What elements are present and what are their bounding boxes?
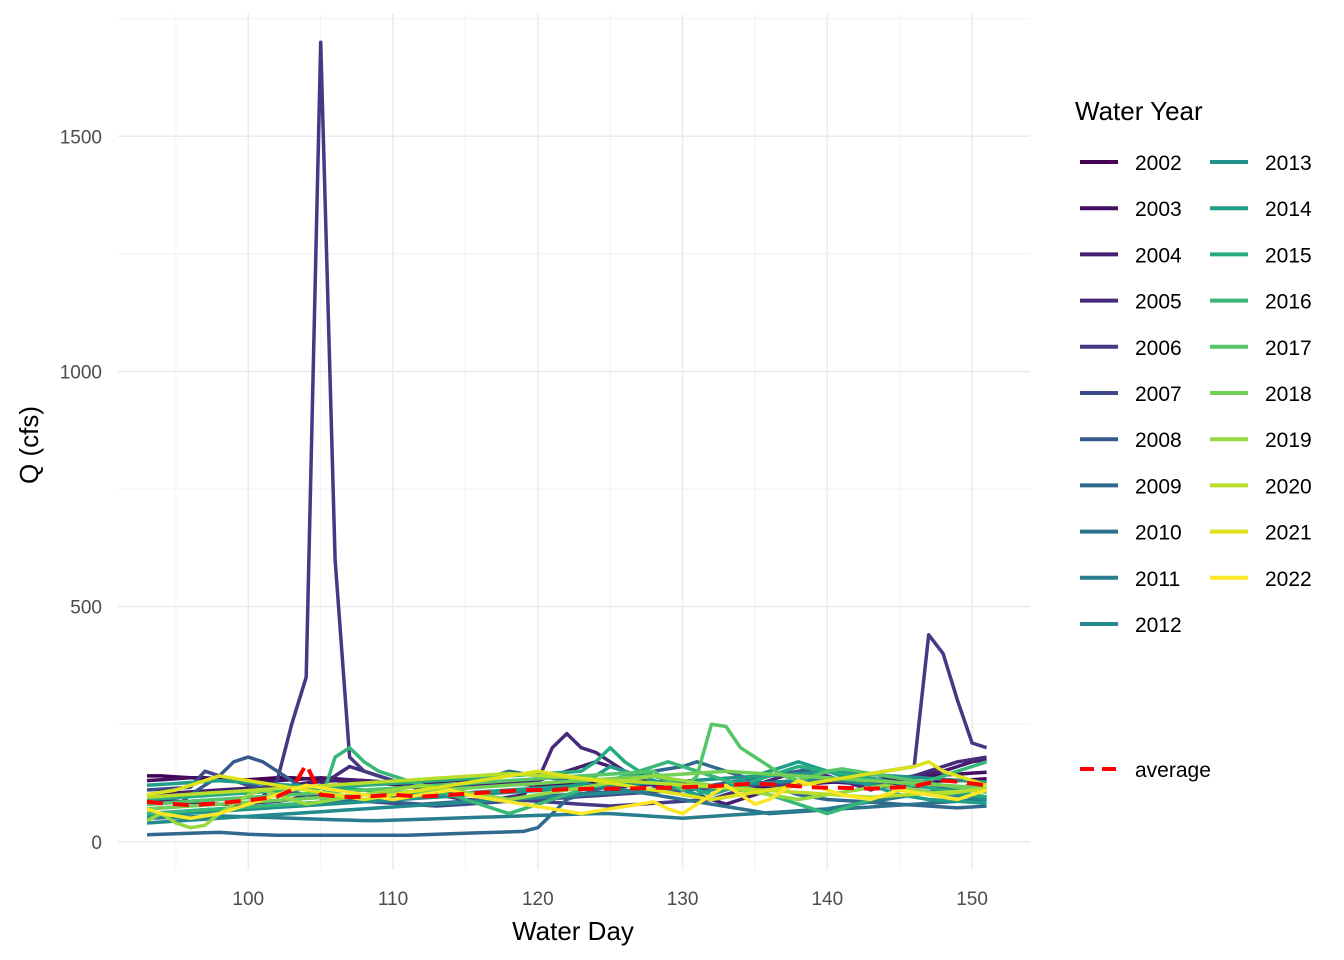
y-tick-label: 500 bbox=[70, 598, 102, 619]
series-line-2016 bbox=[146, 745, 988, 816]
x-tick-label: 130 bbox=[667, 889, 699, 910]
legend: Water Year 2002 2003 2004 2005 2006 2007 2008 2… bbox=[1075, 96, 1312, 782]
x-axis-title: Water Day bbox=[512, 916, 634, 946]
series-line-2009 bbox=[146, 760, 987, 837]
legend-label-2019: 2019 bbox=[1265, 429, 1312, 452]
legend-title: Water Year bbox=[1075, 96, 1203, 126]
legend-label-2004: 2004 bbox=[1135, 244, 1182, 267]
legend-label-2005: 2005 bbox=[1135, 291, 1182, 314]
y-tick-label: 1000 bbox=[60, 362, 102, 383]
legend-label-2018: 2018 bbox=[1265, 383, 1312, 406]
y-tick-label: 0 bbox=[91, 833, 102, 854]
legend-label-2011: 2011 bbox=[1135, 568, 1180, 591]
legend-label-2009: 2009 bbox=[1135, 475, 1182, 498]
legend-label-2016: 2016 bbox=[1265, 291, 1312, 314]
legend-label-2012: 2012 bbox=[1135, 614, 1182, 637]
legend-label-2014: 2014 bbox=[1265, 198, 1312, 221]
x-tick-label: 100 bbox=[232, 889, 264, 910]
y-axis-title: Q (cfs) bbox=[14, 406, 44, 484]
x-tick-label: 110 bbox=[378, 889, 408, 910]
series-line-2021 bbox=[146, 760, 988, 802]
average-line bbox=[146, 759, 987, 808]
legend-label-2021: 2021 bbox=[1265, 522, 1312, 545]
legend-label-2007: 2007 bbox=[1135, 383, 1182, 406]
legend-label-2002: 2002 bbox=[1135, 152, 1182, 175]
legend-label-2008: 2008 bbox=[1135, 429, 1182, 452]
y-axis-ticks: 0 500 1000 1500 bbox=[60, 127, 102, 853]
x-tick-label: 120 bbox=[522, 889, 554, 910]
legend-label-2003: 2003 bbox=[1135, 198, 1182, 221]
legend-label-2022: 2022 bbox=[1265, 568, 1312, 591]
legend-label-2006: 2006 bbox=[1135, 337, 1182, 360]
x-tick-label: 150 bbox=[956, 889, 988, 910]
legend-label-2020: 2020 bbox=[1265, 475, 1312, 498]
y-tick-label: 1500 bbox=[60, 127, 102, 148]
series-lines bbox=[146, 40, 988, 837]
legend-label-average: average bbox=[1135, 759, 1211, 782]
legend-label-2013: 2013 bbox=[1265, 152, 1312, 175]
grid bbox=[118, 14, 1030, 870]
x-axis-ticks: 100 110 120 130 140 150 bbox=[232, 889, 988, 910]
legend-label-2010: 2010 bbox=[1135, 522, 1182, 545]
legend-label-2017: 2017 bbox=[1265, 337, 1312, 360]
x-tick-label: 140 bbox=[811, 889, 843, 910]
legend-label-2015: 2015 bbox=[1265, 244, 1312, 267]
